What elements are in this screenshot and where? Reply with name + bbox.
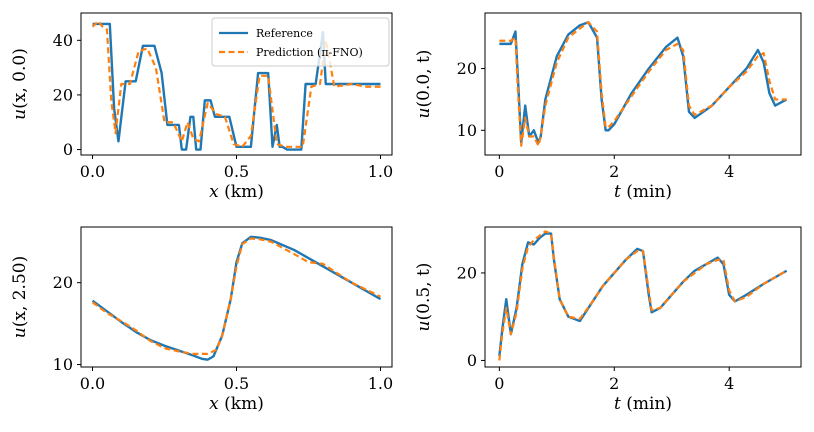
y-tick-label: 10 xyxy=(457,121,477,140)
x-tick-label: 0.0 xyxy=(80,162,105,181)
reference-line xyxy=(92,22,381,151)
x-tick-label: 0 xyxy=(494,374,504,393)
prediction-line xyxy=(91,20,381,148)
x-tick-label: 1.0 xyxy=(368,374,393,393)
x-axis-label: t (min) xyxy=(614,394,672,414)
y-tick-label: 40 xyxy=(53,31,73,50)
y-tick-label: 0 xyxy=(467,351,477,370)
y-tick-label: 20 xyxy=(53,273,73,292)
x-tick-label: 4 xyxy=(724,162,734,181)
prediction-line xyxy=(498,230,788,361)
y-axis-label: u(0.5, t) xyxy=(414,263,434,332)
reference-line xyxy=(499,21,788,144)
panel-u-0-t: 0 2 4 10 20 u(0.0, t) t (min) xyxy=(414,12,802,202)
x-axis-label: x (km) xyxy=(209,394,264,414)
y-axis-label: u(x, 0.0) xyxy=(10,48,30,120)
x-tick-label: 0 xyxy=(494,162,504,181)
axes-frame xyxy=(80,226,393,368)
axes-frame xyxy=(484,226,802,368)
x-tick-label: 0.0 xyxy=(80,374,105,393)
panel-u-x-2-50: 0.0 0.5 1.0 10 20 u(x, 2.50) x (km) xyxy=(10,226,393,414)
y-tick-label: 0 xyxy=(63,140,73,159)
axes-frame xyxy=(484,12,802,156)
x-axis-label: t (min) xyxy=(614,182,672,202)
reference-line xyxy=(91,235,382,361)
prediction-line xyxy=(91,237,381,355)
y-tick-label: 20 xyxy=(457,59,477,78)
x-tick-label: 0.5 xyxy=(224,162,249,181)
x-tick-label: 2 xyxy=(609,162,619,181)
legend-prediction-label: Prediction (π-FNO) xyxy=(256,46,363,59)
legend-reference-label: Reference xyxy=(256,27,313,40)
y-tick-label: 10 xyxy=(53,355,73,374)
x-tick-label: 1.0 xyxy=(368,162,393,181)
panel-u-0-5-t: 0 2 4 0 20 u(0.5, t) t (min) xyxy=(414,226,802,414)
x-axis-label: x (km) xyxy=(209,182,264,202)
panel-u-x-0: 0.0 0.5 1.0 0 20 40 u(x, 0.0) x (km) Referenc… xyxy=(10,12,393,202)
x-tick-label: 0.5 xyxy=(224,374,249,393)
legend-box xyxy=(211,17,390,67)
y-axis-label: u(0.0, t) xyxy=(414,50,434,119)
y-axis-label: u(x, 2.50) xyxy=(10,256,30,338)
y-tick-label: 20 xyxy=(53,85,73,104)
x-tick-label: 2 xyxy=(609,374,619,393)
y-tick-label: 20 xyxy=(457,263,477,282)
x-tick-label: 4 xyxy=(724,374,734,393)
prediction-line xyxy=(499,21,787,147)
legend: Reference Prediction (π-FNO) xyxy=(211,17,390,67)
